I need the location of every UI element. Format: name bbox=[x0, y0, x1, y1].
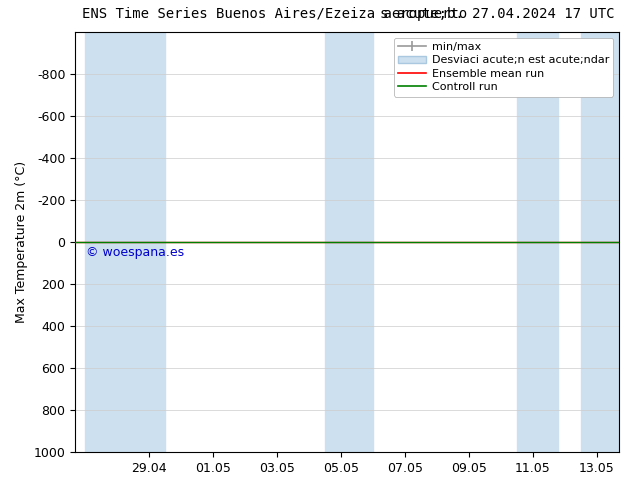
Bar bbox=[325, 32, 373, 452]
Legend: min/max, Desviaci acute;n est acute;ndar, Ensemble mean run, Controll run: min/max, Desviaci acute;n est acute;ndar… bbox=[394, 38, 614, 97]
Text: s acute;b. 27.04.2024 17 UTC: s acute;b. 27.04.2024 17 UTC bbox=[380, 7, 615, 22]
Bar bbox=[517, 32, 558, 452]
Bar bbox=[581, 32, 619, 452]
Y-axis label: Max Temperature 2m (°C): Max Temperature 2m (°C) bbox=[15, 161, 28, 323]
Bar bbox=[85, 32, 165, 452]
Text: © woespana.es: © woespana.es bbox=[86, 246, 184, 259]
Text: ENS Time Series Buenos Aires/Ezeiza aeropuerto: ENS Time Series Buenos Aires/Ezeiza aero… bbox=[82, 7, 468, 22]
